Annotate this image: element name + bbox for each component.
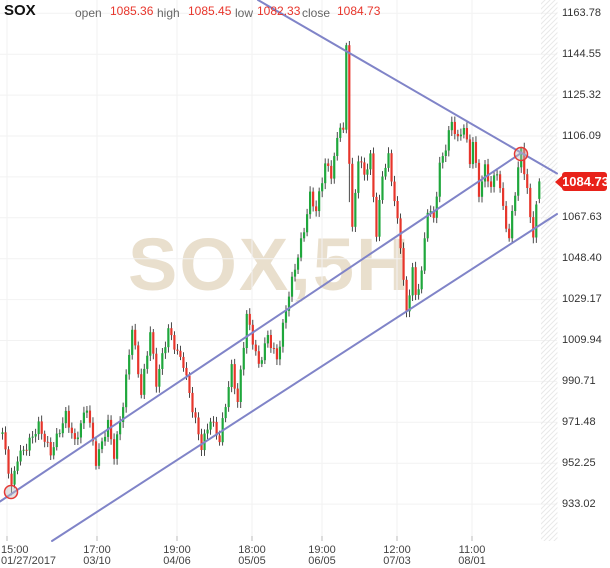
low-value: 1082.33: [257, 4, 301, 18]
future-area-hatch: [541, 0, 558, 541]
price-tick-label: 1009.94: [562, 334, 602, 346]
last-price-tag: 1084.73: [555, 172, 609, 191]
price-tick-label: 971.48: [562, 415, 596, 428]
time-tick-label: 19:00 04/06: [163, 544, 191, 567]
time-tick-label: 12:00 07/03: [383, 544, 411, 567]
symbol-watermark: SOX,5H: [128, 223, 412, 306]
time-tick-label: 18:00 05/05: [238, 544, 266, 567]
price-tick-label: 990.71: [562, 374, 596, 387]
high-label: high: [157, 6, 180, 20]
price-tick-label: 1125.32: [562, 88, 601, 101]
price-tick-label: 1029.17: [562, 293, 602, 306]
quote-header: SOX open 1085.36 high 1085.45 low 1082.3…: [0, 1, 610, 21]
symbol-label: SOX: [4, 2, 36, 19]
trendline-touch-low[interactable]: [3, 484, 19, 500]
ascending-support-upper[interactable]: [0, 151, 523, 503]
descending-resistance[interactable]: [257, 0, 558, 175]
price-tick-label: 1048.40: [562, 252, 602, 265]
time-tick-label: 19:00 06/05: [308, 544, 336, 567]
high-value: 1085.45: [188, 4, 232, 18]
price-tick-label: 1067.63: [562, 211, 602, 224]
low-label: low: [235, 6, 254, 20]
time-tick-label: 15:00 01/27/2017: [1, 544, 57, 567]
open-value: 1085.36: [110, 4, 154, 18]
price-tick-label: 933.02: [562, 497, 596, 510]
ascending-support-lower[interactable]: [51, 213, 558, 542]
close-value: 1084.73: [337, 4, 381, 18]
close-label: close: [302, 6, 331, 20]
candles-layer: [1, 41, 541, 496]
open-label: open: [75, 6, 102, 20]
price-tick-label: 952.25: [562, 456, 596, 469]
time-tick-label: 11:00 08/01: [458, 544, 486, 567]
time-tick-label: 17:00 03/10: [83, 544, 111, 567]
trendline-touch-high[interactable]: [513, 146, 529, 162]
price-tick-label: 1144.55: [562, 47, 601, 60]
price-tick-label: 1106.09: [562, 129, 601, 142]
price-tick-label: 1163.78: [562, 6, 601, 19]
